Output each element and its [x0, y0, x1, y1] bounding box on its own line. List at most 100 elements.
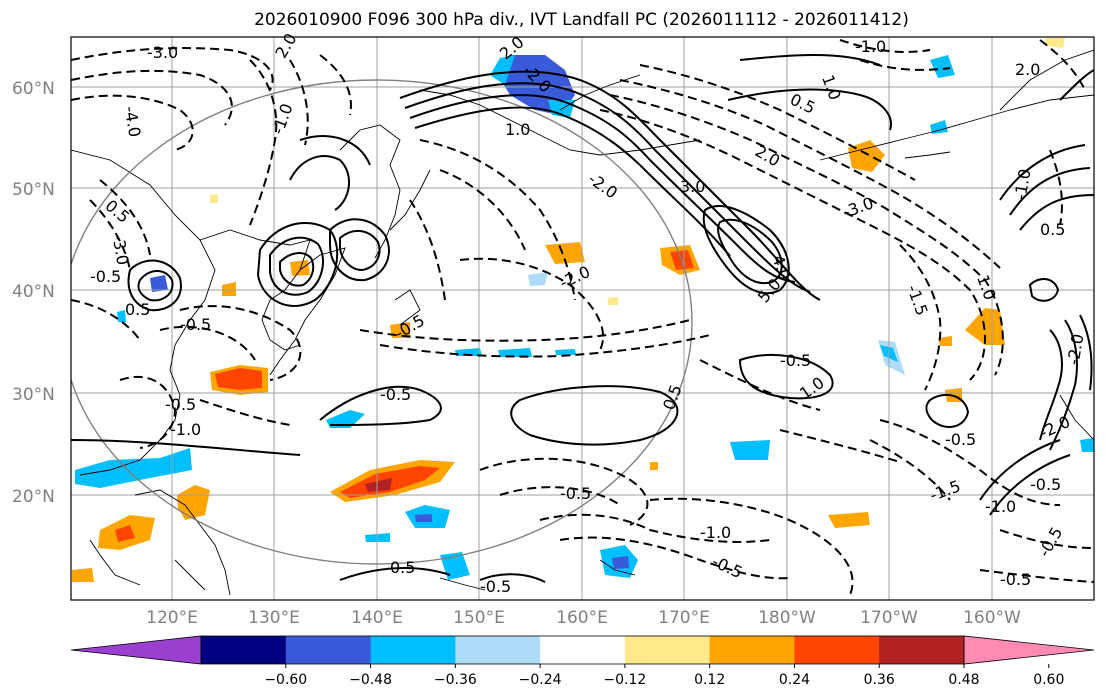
shade-patch: [455, 348, 482, 356]
shade-patch: [150, 275, 168, 292]
shade-patch: [440, 552, 470, 580]
contour-label: -0.5: [480, 577, 511, 596]
shade-patch: [848, 140, 885, 172]
shade-patch: [1080, 438, 1094, 452]
colorbar-tick-label: 0.24: [779, 672, 810, 688]
lon-label: 180°W: [758, 608, 816, 628]
shade-patch: [326, 410, 365, 428]
shade-patch: [555, 349, 576, 355]
shade-patch: [612, 556, 629, 569]
colorbar-tick-label: −0.48: [349, 672, 392, 688]
contours-solid: [71, 54, 1094, 583]
contour-label: -0.5: [380, 385, 411, 404]
contour-label: 0.5: [1040, 220, 1065, 239]
shade-patch: [115, 525, 135, 542]
contours-dashed: [71, 39, 1094, 596]
contour-label: -3.0: [147, 43, 178, 62]
shade-patch: [72, 568, 94, 582]
contour-label: 0.5: [125, 300, 150, 319]
colorbar-tick-label: −0.24: [519, 672, 562, 688]
shade-patch: [177, 485, 210, 520]
contour-label: 1.0: [505, 120, 530, 139]
shade-patch: [930, 120, 948, 134]
plot-frame: [70, 36, 1095, 601]
colorbar-tick-label: 0.48: [948, 672, 979, 688]
shade-patch: [545, 242, 585, 264]
contour-label: -0.5: [1000, 570, 1031, 589]
contour-label: -0.5: [945, 430, 976, 449]
shade-patch: [828, 512, 870, 528]
colorbar-cell: [370, 636, 456, 664]
shade-patch: [608, 297, 618, 305]
lat-label: 40°N: [12, 282, 55, 302]
contour-label: -0.5: [560, 484, 591, 503]
colorbar-tick-label: −0.12: [603, 672, 646, 688]
lon-label: 150°E: [453, 608, 505, 628]
colorbar-cell: [879, 636, 965, 664]
geo-circle: [71, 79, 693, 565]
map-title: 2026010900 F096 300 hPa div., IVT Landfa…: [254, 10, 909, 30]
shade-patch: [215, 368, 262, 390]
lat-label: 50°N: [12, 180, 55, 200]
shade-patch: [415, 514, 432, 522]
contour-label: -1.0: [855, 37, 886, 56]
shade-patch: [490, 55, 515, 85]
contour-label: -0.5: [1030, 475, 1061, 494]
contour-label: -0.5: [165, 395, 196, 414]
colorbar-tick-label: −0.36: [434, 672, 477, 688]
lon-label: 130°E: [248, 608, 300, 628]
shade-patch: [365, 478, 392, 492]
lon-label: 140°E: [351, 608, 403, 628]
contour-label: -0.5: [90, 267, 121, 286]
shade-patch: [290, 260, 310, 276]
contour-label: 0.5: [390, 558, 415, 577]
shade-patch: [930, 55, 955, 78]
contour-label: -1.0: [985, 497, 1016, 516]
colorbar-extend-low: [70, 635, 202, 665]
contour-label: -0.5: [780, 351, 811, 370]
colorbar-cell: [455, 636, 541, 664]
colorbar-cell: [201, 636, 287, 664]
colorbar-cell: [285, 636, 372, 664]
colorbar-cell: [709, 636, 795, 664]
contour-label: 3.0: [680, 177, 705, 196]
shaded-field: [72, 38, 1094, 582]
lat-label: 20°N: [12, 487, 55, 507]
colorbar-tick-label: 0.36: [864, 672, 895, 688]
shade-patch: [498, 348, 532, 357]
contour-label: -1.0: [700, 523, 731, 542]
lon-labels: 120°E 130°E 140°E 150°E 160°E 170°E 180°…: [146, 608, 1021, 628]
lat-label: 60°N: [12, 79, 55, 99]
shade-patch: [75, 448, 192, 488]
shade-patch: [222, 282, 236, 296]
lon-label: 120°E: [146, 608, 198, 628]
colorbar-tick-label: 0.12: [694, 672, 725, 688]
colorbar-cell: [794, 636, 880, 664]
contour-label: 2.0: [1015, 60, 1040, 79]
lat-labels: 60°N 50°N 40°N 30°N 20°N: [12, 79, 55, 507]
colorbar: −0.60 −0.48 −0.36 −0.24 −0.12 0.12 0.24 0.36 0.4…: [70, 635, 1095, 688]
colorbar-tick-label: −0.60: [264, 672, 307, 688]
shade-patch: [650, 462, 658, 470]
shade-patch: [1045, 38, 1065, 48]
coastline: [71, 49, 1094, 596]
shade-patch: [938, 336, 952, 346]
colorbar-tick-label: 0.60: [1033, 672, 1064, 688]
colorbar-cell: [540, 636, 626, 664]
lon-label: 170°W: [860, 608, 918, 628]
colorbar-frame: [200, 635, 965, 665]
contour-label: -0.5: [180, 315, 211, 334]
colorbar-cell: [624, 636, 711, 664]
shade-patch: [210, 194, 218, 203]
lon-label: 160°W: [963, 608, 1021, 628]
shade-patch: [528, 272, 548, 286]
colorbar-extend-high: [963, 635, 1095, 665]
lat-label: 30°N: [12, 385, 55, 405]
shade-patch: [117, 310, 126, 322]
shade-patch: [730, 440, 770, 460]
lon-label: 160°E: [556, 608, 608, 628]
lon-label: 170°E: [658, 608, 710, 628]
contour-label: -1.0: [170, 420, 201, 439]
gridlines: [71, 37, 1094, 600]
